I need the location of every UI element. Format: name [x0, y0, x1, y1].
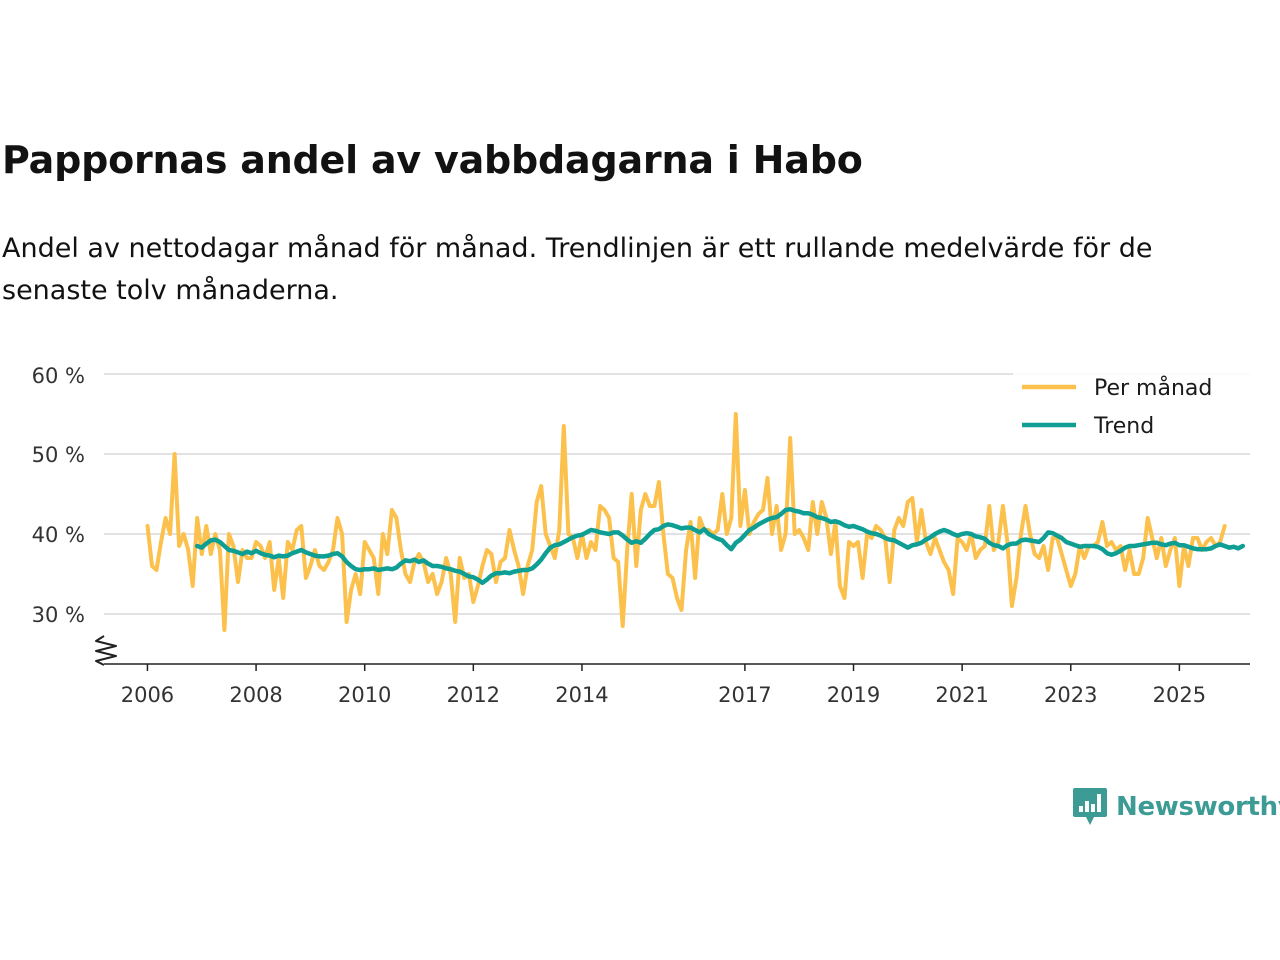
y-tick-label: 40 % — [32, 523, 85, 547]
brand-name: Newsworthy — [1116, 792, 1280, 822]
x-tick-label: 2006 — [121, 683, 174, 707]
y-tick-label: 60 % — [32, 364, 85, 388]
x-tick-label: 2019 — [827, 683, 880, 707]
y-tick-label: 30 % — [32, 603, 85, 627]
y-tick-label: 50 % — [32, 443, 85, 467]
legend-label-per-manad: Per månad — [1094, 375, 1212, 401]
line-chart: 30 % 40 % 50 % 60 % 2006 2008 2010 2012 … — [32, 364, 1255, 707]
brand-logo[interactable]: Newsworthy — [1072, 786, 1280, 828]
legend: Per månad Trend — [1013, 372, 1255, 444]
chart-title: Pappornas andel av vabbdagarna i Habo — [2, 138, 863, 182]
x-tick-label: 2025 — [1153, 683, 1206, 707]
x-tick-label: 2008 — [229, 683, 282, 707]
x-tick-label: 2021 — [935, 683, 988, 707]
x-axis — [104, 663, 1250, 671]
x-tick-label: 2023 — [1044, 683, 1097, 707]
chart-subtitle: Andel av nettodagar månad för månad. Tre… — [2, 233, 1153, 306]
x-tick-label: 2014 — [555, 683, 608, 707]
series-line-per-manad — [145, 412, 1227, 632]
series-line-trend — [194, 506, 1246, 586]
newsworthy-logo-icon — [1073, 788, 1107, 825]
axis-break-icon — [95, 635, 117, 666]
legend-background — [1013, 372, 1255, 444]
x-tick-label: 2012 — [447, 683, 500, 707]
x-tick-label: 2010 — [338, 683, 391, 707]
y-axis-ticks: 30 % 40 % 50 % 60 % — [32, 364, 85, 627]
legend-label-trend: Trend — [1093, 414, 1154, 439]
x-tick-label: 2017 — [718, 683, 771, 707]
x-axis-ticks: 2006 2008 2010 2012 2014 2017 2019 2021 … — [121, 683, 1206, 707]
